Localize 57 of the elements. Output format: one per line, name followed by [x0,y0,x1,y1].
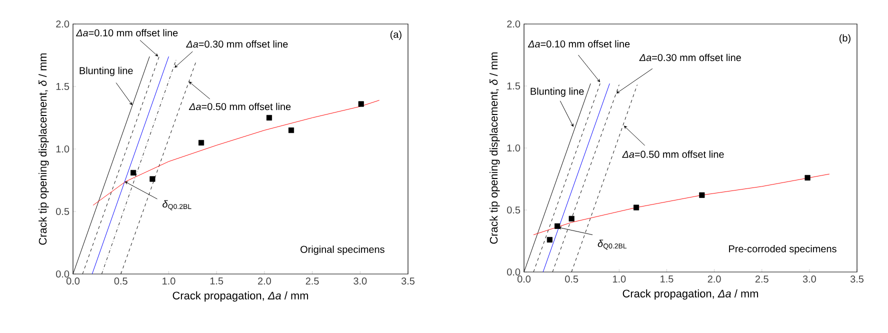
x-axis-title: Crack propagation, Δa / mm [622,289,758,300]
annotation: Pre-corroded specimens [729,245,836,254]
x-tick-label: 3.5 [850,276,864,283]
y-tick-label: 1.0 [56,145,70,153]
point [554,223,560,229]
y-tick-label: 2.0 [56,20,70,28]
annotation: Δa=0.50 mm offset line [622,150,724,158]
x-axis-title: Crack propagation, Δa / mm [172,291,308,302]
line-series [533,174,830,236]
y-tick-label: 0.5 [56,208,70,216]
y-tick-label: 1.5 [507,82,520,90]
annotation: Δa=0.50 mm offset line [188,102,291,110]
y-tick-label: 1.5 [56,83,70,90]
x-tick-label: 0.5 [114,278,128,285]
x-tick-label: 0.0 [517,276,531,283]
y-axis-title: Crack tip opening displacement, δ / mm [490,52,500,244]
annotation: (b) [840,34,850,44]
x-tick-label: 2.5 [306,278,319,285]
point [266,114,272,121]
x-tick-label: 2.0 [708,276,721,283]
y-axis-title: Crack tip opening displacement, δ / mm [38,53,49,245]
annotation: Δa=0.30 mm offset line [186,40,288,48]
annotation: Blunting line [80,66,133,76]
point [699,192,705,198]
y-tick-label: 1.0 [507,144,520,152]
y-tick-label: 0.5 [507,206,520,214]
x-tick-label: 1.5 [660,276,674,282]
annotation: Δa=0.30 mm offset line [639,54,741,62]
x-tick-label: 0.0 [66,278,80,285]
point [568,216,574,222]
x-tick-label: 2.5 [755,276,768,283]
x-tick-label: 2.0 [258,278,271,285]
point [130,170,136,176]
annotation: (a) [390,30,402,40]
point [198,140,204,146]
annotation: Δa=0.10 mm offset line [528,40,630,48]
point [633,204,640,210]
annotation: δ$_{Q0.2BL}$ [162,200,192,210]
x-tick-label: 3.0 [354,278,367,285]
annotation: δ$_{Q0.2BL}$ [598,240,627,250]
y-tick-label: 0.0 [56,270,70,278]
x-tick-label: 0.5 [565,276,578,283]
y-tick-label: 2.0 [507,20,520,28]
y-tick-label: 0.0 [507,268,520,276]
point [358,101,364,107]
x-tick-label: 3.0 [802,276,816,283]
x-tick-label: 1.5 [210,278,224,284]
x-tick-label: 3.5 [401,278,415,285]
annotation: Δa=0.10 mm offset line [76,29,178,36]
annotation: Original specimens [300,246,384,255]
point [804,174,810,181]
x-tick-label: 1.0 [612,276,626,283]
point [546,236,552,243]
point [288,127,294,134]
x-tick-label: 1.0 [162,278,176,285]
annotation: Blunting line [530,88,584,97]
point [150,176,156,182]
